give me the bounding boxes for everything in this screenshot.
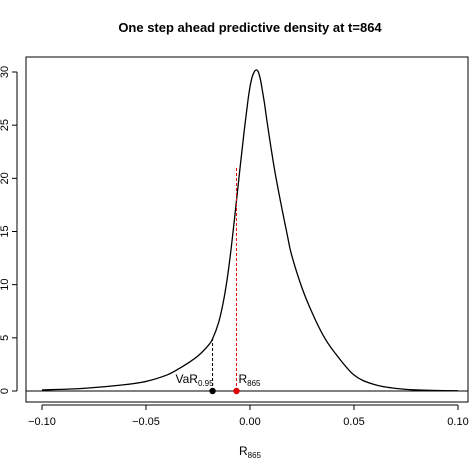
y-tick-label: 5: [0, 335, 11, 341]
x-tick-label: 0.05: [343, 416, 364, 428]
marker-point-var: [209, 387, 216, 395]
y-tick-label: 15: [0, 225, 11, 237]
x-tick-label: −0.05: [132, 416, 160, 428]
y-tick-label: 25: [0, 119, 11, 131]
y-axis: 0 5 10 15 20 25 30: [0, 66, 18, 394]
density-curve: [41, 69, 459, 392]
marker-point-r865: [233, 387, 240, 395]
marker-label-main: VaR: [176, 372, 199, 386]
y-tick-label: 20: [0, 172, 11, 184]
chart-title: One step ahead predictive density at t=8…: [118, 20, 382, 35]
x-tick-label: 0.00: [239, 416, 260, 428]
marker-label-sub: 0.95: [198, 379, 214, 388]
y-tick-label: 30: [0, 66, 11, 78]
x-axis-label: R865: [239, 444, 262, 460]
x-tick-label: −0.10: [28, 416, 56, 428]
marker-label-main: R: [238, 372, 247, 386]
x-axis: −0.10 −0.05 0.00 0.05 0.10: [28, 404, 469, 428]
x-tick-label: 0.10: [447, 416, 468, 428]
y-tick-label: 10: [0, 279, 11, 291]
x-axis-label-sub: 865: [248, 451, 262, 460]
marker-label-sub: 865: [247, 379, 261, 388]
marker-label-var: VaR0.95: [176, 372, 215, 388]
markers: VaR0.95 R865: [176, 167, 261, 395]
marker-label-r865: R865: [238, 372, 261, 388]
x-axis-label-main: R: [239, 444, 248, 458]
plot-frame: [25, 56, 469, 403]
y-tick-label: 0: [0, 388, 11, 394]
